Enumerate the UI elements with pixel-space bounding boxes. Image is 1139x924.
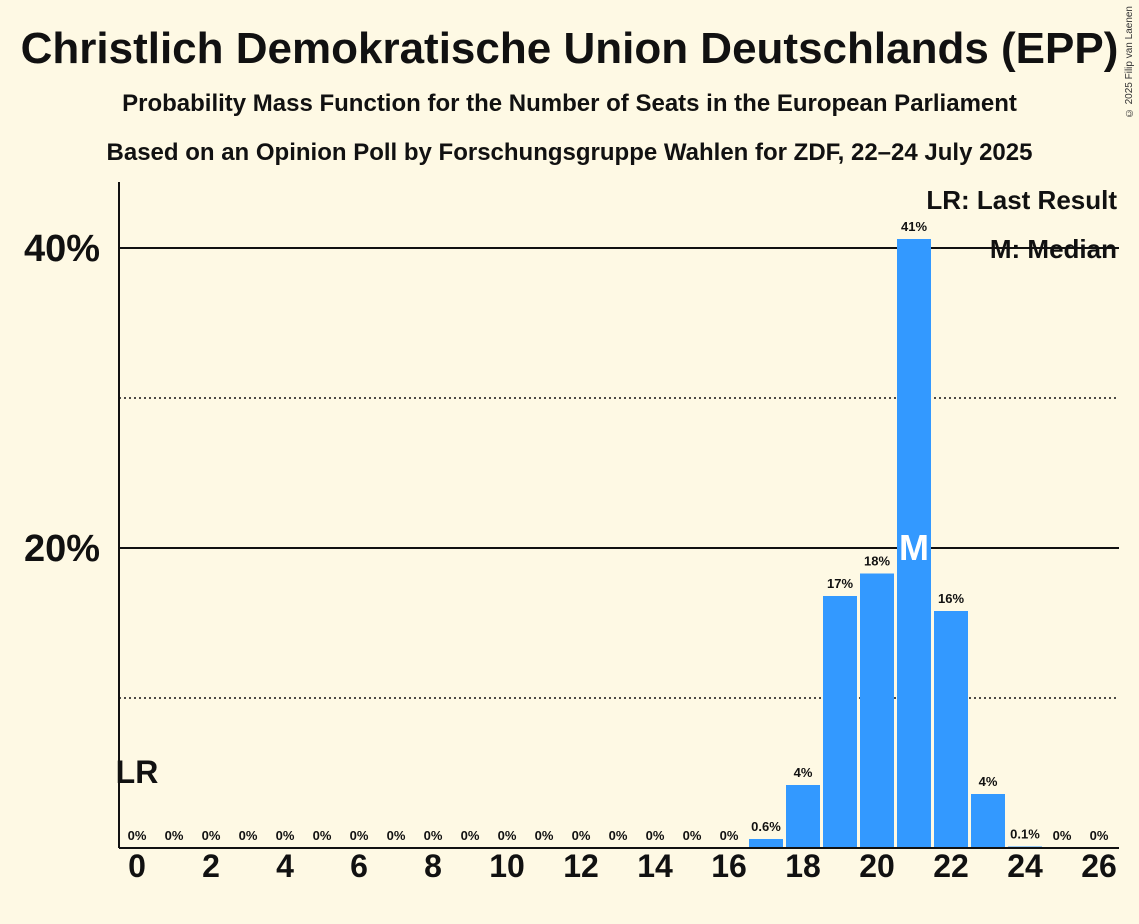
bar-value-label: 0% [313,828,332,843]
bar-value-label: 0% [609,828,628,843]
bar-value-label: 0% [461,828,480,843]
bar-value-label: 16% [938,591,964,606]
legend-last-result: LR: Last Result [926,185,1117,215]
bar-value-label: 41% [901,219,927,234]
bar-value-label: 0.6% [751,819,781,834]
x-tick-label: 2 [202,848,220,884]
legend-median: M: Median [990,234,1117,264]
bar-seat-21 [897,239,931,848]
axes [118,182,1119,849]
x-tick-label: 18 [785,848,821,884]
bar-value-label: 0% [424,828,443,843]
chart-subtitle: Probability Mass Function for the Number… [122,90,1017,117]
bars [749,239,1042,848]
y-tick-label: 20% [24,528,100,570]
x-tick-label: 8 [424,848,442,884]
bar-value-label: 0% [387,828,406,843]
median-marker: M [899,527,929,568]
x-tick-label: 4 [276,848,294,884]
bar-value-label: 0% [276,828,295,843]
bar-value-label: 0% [646,828,665,843]
x-tick-label: 16 [711,848,747,884]
bar-value-label: 18% [864,554,890,569]
bar-value-label: 0% [1053,828,1072,843]
x-tick-label: 22 [933,848,969,884]
bar-seat-19 [823,596,857,848]
y-tick-labels: 20% 40% [24,228,100,570]
bar-value-label: 0% [165,828,184,843]
last-result-marker: LR [116,754,159,790]
bar-value-label: 0% [572,828,591,843]
x-tick-label: 26 [1081,848,1117,884]
y-tick-label: 40% [24,228,100,270]
bar-value-label: 0% [683,828,702,843]
bar-value-label: 0% [202,828,221,843]
bar-value-label: 0% [128,828,147,843]
bar-seat-18 [786,785,820,848]
chart-title: Christlich Demokratische Union Deutschla… [20,24,1119,73]
bar-value-label: 0% [239,828,258,843]
x-tick-labels: 0 2 4 6 8 10 12 14 16 18 20 22 24 26 [128,848,1117,884]
bar-value-label: 4% [794,765,813,780]
bar-value-label: 0.1% [1010,827,1040,842]
bar-value-label: 0% [1090,828,1109,843]
x-tick-label: 0 [128,848,146,884]
bar-value-labels: 0% 0% 0% 0% 0% 0% 0% 0% 0% 0% 0% 0% 0% 0% 0% 0% 0% 0.6% 4%… [128,219,1109,843]
bar-value-label: 17% [827,576,853,591]
bar-value-label: 0% [535,828,554,843]
x-tick-label: 14 [637,848,673,884]
bar-seat-20 [860,573,894,848]
x-tick-label: 20 [859,848,895,884]
markers: LR M [116,527,929,790]
x-tick-label: 12 [563,848,599,884]
bar-value-label: 0% [720,828,739,843]
gridlines [119,247,1119,699]
x-tick-label: 24 [1007,848,1043,884]
bar-seat-17 [749,839,783,848]
legend: LR: Last Result M: Median [926,185,1117,264]
bar-value-label: 0% [498,828,517,843]
bar-seat-22 [934,611,968,848]
x-tick-label: 6 [350,848,368,884]
x-tick-label: 10 [489,848,525,884]
chart-source: Based on an Opinion Poll by Forschungsgr… [106,139,1033,166]
bar-value-label: 0% [350,828,369,843]
bar-value-label: 4% [979,774,998,789]
bar-seat-23 [971,794,1005,848]
